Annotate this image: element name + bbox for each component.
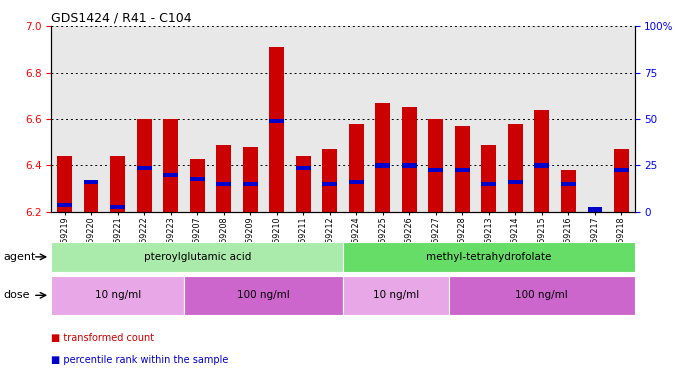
Text: agent: agent (3, 252, 36, 262)
Bar (429, 168, 443, 172)
Bar (190, 177, 204, 182)
Bar (84, 180, 99, 184)
Bar (402, 108, 416, 212)
Bar (296, 166, 311, 170)
Text: 10 ng/ml: 10 ng/ml (373, 290, 419, 300)
Bar (217, 182, 231, 186)
Text: methyl-tetrahydrofolate: methyl-tetrahydrofolate (426, 252, 552, 262)
Bar (402, 164, 416, 168)
Bar (375, 164, 390, 168)
Bar (614, 149, 628, 212)
Bar (110, 156, 125, 212)
Bar (587, 210, 602, 212)
Bar (349, 124, 364, 212)
Bar (270, 47, 284, 212)
Bar (217, 145, 231, 212)
Bar (243, 147, 257, 212)
Bar (137, 166, 152, 170)
Bar (163, 172, 178, 177)
Text: 10 ng/ml: 10 ng/ml (95, 290, 141, 300)
Bar (58, 156, 72, 212)
Bar (429, 119, 443, 212)
Bar (455, 126, 469, 212)
Bar (84, 184, 99, 212)
Bar (508, 180, 523, 184)
Bar (561, 182, 576, 186)
Bar (534, 110, 549, 212)
Text: ■ percentile rank within the sample: ■ percentile rank within the sample (51, 355, 229, 365)
Bar (270, 119, 284, 123)
Text: pteroylglutamic acid: pteroylglutamic acid (143, 252, 251, 262)
Bar (296, 156, 311, 212)
Bar (508, 124, 523, 212)
Bar (614, 168, 628, 172)
Bar (534, 164, 549, 168)
Bar (58, 203, 72, 207)
Text: ■ transformed count: ■ transformed count (51, 333, 154, 342)
Bar (561, 170, 576, 212)
Bar (482, 145, 496, 212)
Bar (190, 159, 204, 212)
Bar (587, 207, 602, 212)
Bar (455, 168, 469, 172)
Bar (322, 182, 337, 186)
Bar (163, 119, 178, 212)
Bar (110, 205, 125, 209)
Text: dose: dose (3, 290, 30, 300)
Bar (322, 149, 337, 212)
Bar (137, 119, 152, 212)
Bar (482, 182, 496, 186)
Bar (375, 103, 390, 212)
Text: GDS1424 / R41 - C104: GDS1424 / R41 - C104 (51, 11, 192, 24)
Text: 100 ng/ml: 100 ng/ml (515, 290, 568, 300)
Bar (243, 182, 257, 186)
Text: 100 ng/ml: 100 ng/ml (237, 290, 290, 300)
Bar (349, 180, 364, 184)
